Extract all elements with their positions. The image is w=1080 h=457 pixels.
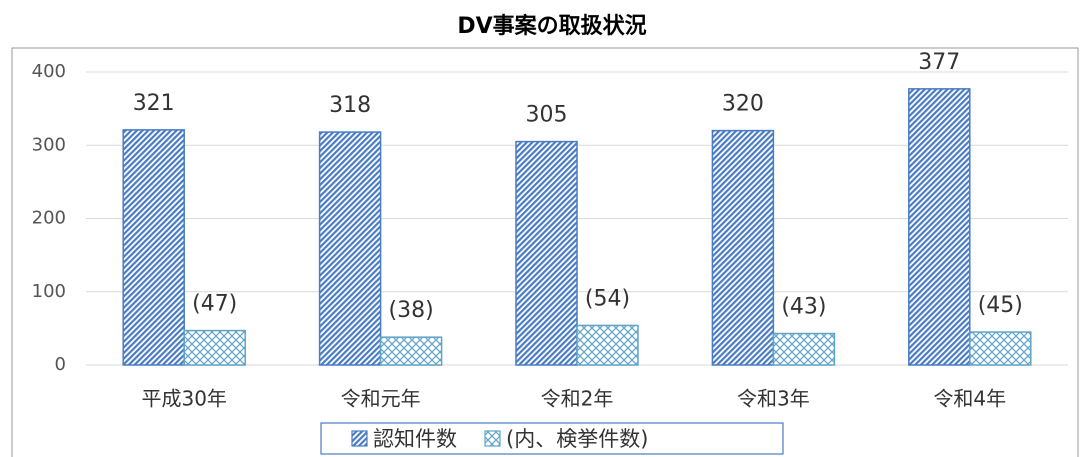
- x-tick-label: 令和元年: [341, 387, 421, 411]
- bar: [379, 336, 443, 366]
- y-tick-label: 300: [32, 134, 66, 155]
- value-label: (38): [389, 298, 434, 323]
- value-label: 321: [133, 91, 175, 116]
- value-label: (47): [192, 292, 237, 317]
- value-label: 377: [918, 50, 960, 75]
- y-tick-label: 400: [32, 61, 66, 82]
- bar: [908, 88, 971, 366]
- bar: [969, 331, 1032, 366]
- x-tick-label: 令和4年: [933, 387, 1006, 411]
- chart-title: DV事案の取扱状況: [457, 13, 646, 39]
- legend-swatch: [351, 430, 368, 447]
- value-label: (43): [781, 295, 826, 320]
- y-tick-label: 100: [32, 281, 66, 302]
- bar: [515, 140, 578, 366]
- value-label: 320: [722, 92, 764, 117]
- value-label: (45): [978, 293, 1023, 318]
- bar: [576, 324, 639, 366]
- bar: [122, 129, 185, 366]
- y-tick-label: 200: [32, 208, 66, 229]
- bar: [772, 332, 836, 366]
- legend-label: 認知件数: [373, 427, 457, 451]
- chart-frame: [11, 47, 1079, 457]
- value-label: (54): [585, 286, 630, 311]
- value-label: 318: [329, 93, 371, 118]
- legend-frame: [320, 422, 784, 455]
- y-tick-label: 0: [55, 354, 66, 375]
- bar: [318, 131, 382, 366]
- x-tick-label: 令和2年: [541, 387, 614, 411]
- x-tick-label: 令和3年: [737, 387, 810, 411]
- legend-swatch: [484, 430, 501, 447]
- bar: [183, 329, 246, 366]
- bar: [711, 129, 775, 366]
- value-label: 305: [526, 103, 568, 128]
- legend-label: (内、検挙件数): [506, 427, 648, 451]
- x-tick-label: 平成30年: [141, 387, 226, 411]
